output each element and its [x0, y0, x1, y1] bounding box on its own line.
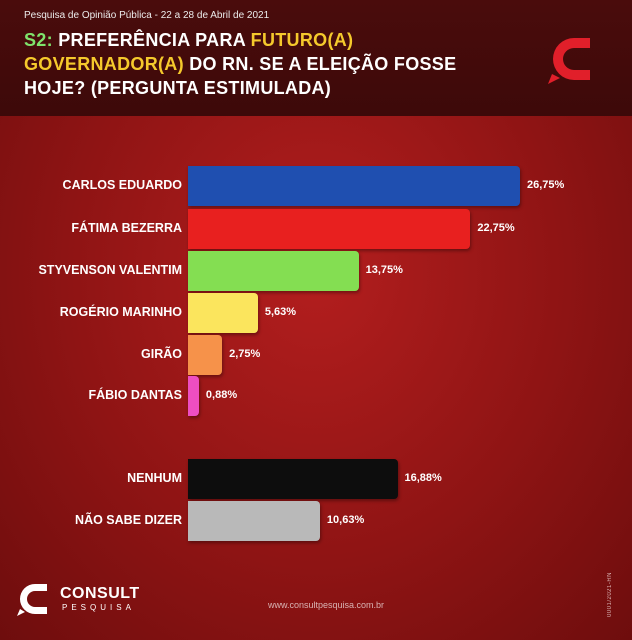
category-label-carlos-eduardo: CARLOS EDUARDO	[62, 178, 182, 192]
value-label-carlos-eduardo: 26,75%	[527, 179, 565, 191]
bar-styvenson-valentim	[188, 251, 359, 291]
question-code: S2:	[24, 30, 53, 50]
bar-fabio-dantas	[188, 376, 199, 416]
category-label-girao: GIRÃO	[141, 347, 182, 361]
consult-footer-logo-icon	[17, 584, 47, 616]
category-label-nao-sabe-dizer: NÃO SABE DIZER	[75, 513, 182, 527]
title-part-1: PREFERÊNCIA PARA	[52, 30, 251, 50]
brand-subtitle: PESQUISA	[62, 603, 135, 612]
value-label-nao-sabe-dizer: 10,63%	[326, 514, 365, 526]
brand-name: CONSULT	[60, 585, 140, 602]
category-label-nenhum: NENHUM	[127, 471, 182, 485]
title-part-3: (PERGUNTA ESTIMULADA)	[85, 78, 332, 98]
survey-subtitle: Pesquisa de Opinião Pública - 22 a 28 de…	[24, 10, 270, 21]
value-label-fabio-dantas: 0,88%	[205, 389, 238, 401]
consult-logo-icon	[548, 38, 590, 84]
category-label-fabio-dantas: FÁBIO DANTAS	[88, 388, 182, 402]
category-label-fatima-bezerra: FÁTIMA BEZERRA	[71, 221, 182, 235]
bar-nenhum	[188, 459, 398, 499]
value-label-styvenson-valentim: 13,75%	[365, 264, 403, 276]
category-label-styvenson-valentim: STYVENSON VALENTIM	[38, 263, 182, 277]
value-label-nenhum: 16,88%	[404, 472, 442, 484]
title-highlight: FUTURO(A) GOVERNADOR(A)	[24, 30, 354, 74]
chart-title: S2: PREFERÊNCIA PARA FUTURO(A) GOVERNADO…	[24, 28, 474, 100]
website-link[interactable]: www.consultpesquisa.com.br	[268, 600, 385, 610]
bar-girao	[188, 335, 223, 375]
header: Pesquisa de Opinião Pública - 22 a 28 de…	[0, 0, 632, 116]
bar-rogerio-marinho	[188, 293, 258, 333]
value-label-rogerio-marinho: 5,63%	[264, 306, 297, 318]
title-part-2: DO RN. SE A ELEIÇÃO FOSSE HOJE?	[24, 54, 457, 98]
registration-mark: 0001/2021-RN	[607, 572, 613, 618]
bar-nao-sabe-dizer	[188, 501, 320, 541]
category-label-rogerio-marinho: ROGÉRIO MARINHO	[59, 305, 182, 319]
value-label-fatima-bezerra: 22,75%	[477, 222, 515, 234]
bar-carlos-eduardo	[188, 166, 520, 206]
bar-fatima-bezerra	[188, 209, 471, 249]
value-label-girao: 2,75%	[229, 348, 261, 360]
